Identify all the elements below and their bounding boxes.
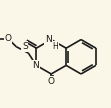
Text: O: O bbox=[48, 77, 55, 86]
Text: H: H bbox=[52, 42, 58, 51]
Text: N: N bbox=[45, 35, 52, 44]
Text: N: N bbox=[32, 61, 39, 70]
Text: S: S bbox=[22, 42, 28, 51]
Text: O: O bbox=[5, 34, 12, 43]
